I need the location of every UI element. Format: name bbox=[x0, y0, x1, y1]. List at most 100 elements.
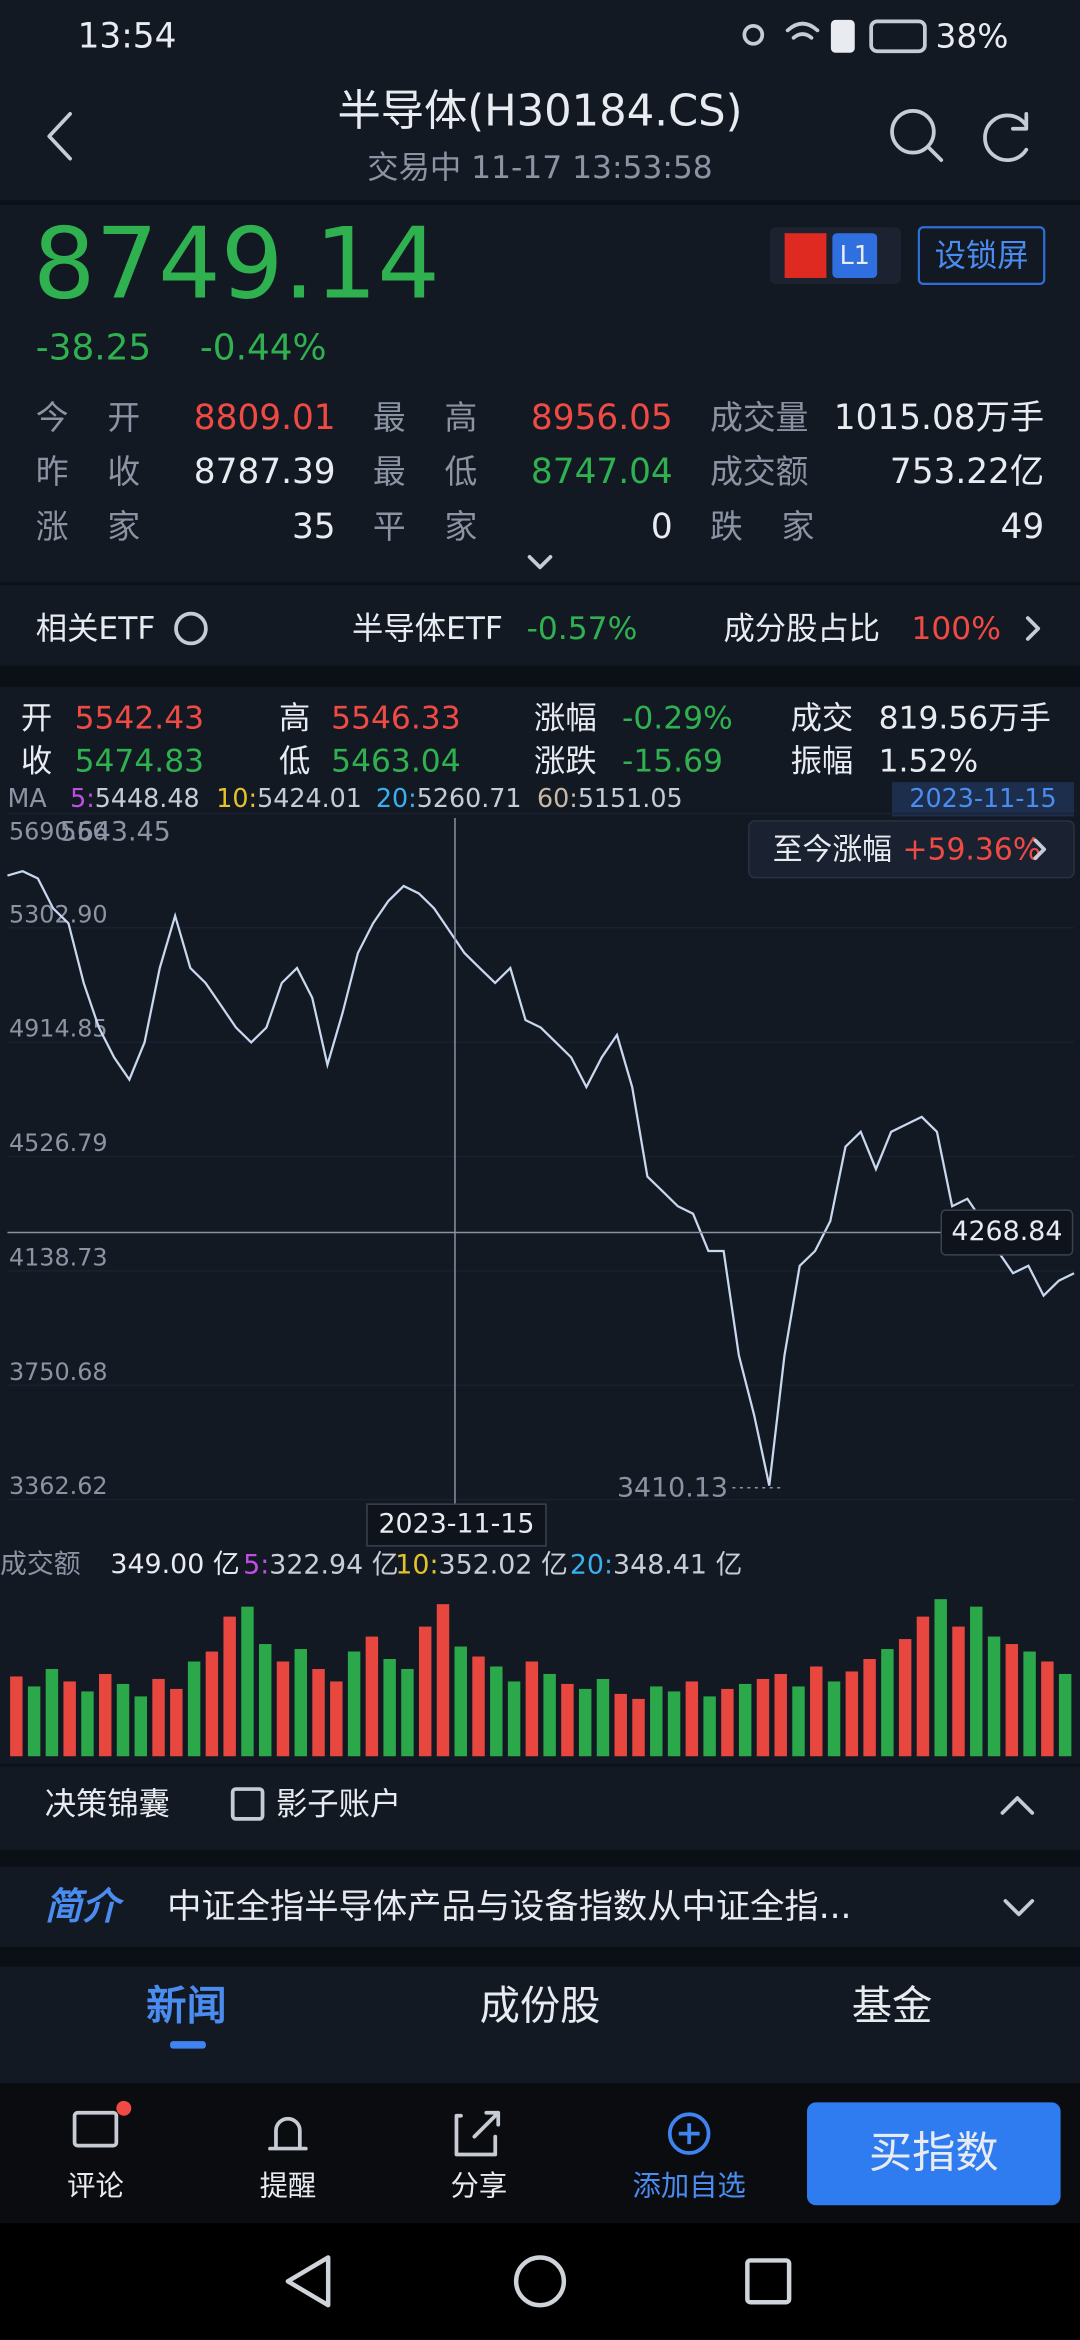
volume-ma-item: 10:352.02 亿 bbox=[395, 1549, 568, 1580]
ma-value: 352.02 亿 bbox=[439, 1549, 568, 1580]
volume-bar bbox=[330, 1681, 343, 1757]
tab[interactable]: 成份股 bbox=[480, 1983, 601, 2029]
volume-bar bbox=[383, 1659, 396, 1757]
since-label: 至今涨幅 bbox=[773, 832, 892, 867]
ma-period: 20: bbox=[376, 783, 417, 813]
chevron bbox=[1033, 838, 1047, 861]
stat-label: 成交量 bbox=[710, 399, 808, 437]
buy-button[interactable] bbox=[807, 2102, 1061, 2206]
nav-back[interactable] bbox=[285, 2255, 331, 2308]
volume-bar bbox=[1005, 1644, 1019, 1757]
volume-bar bbox=[845, 1671, 859, 1757]
buy-button-label: 买指数 bbox=[869, 2129, 999, 2179]
kline-value: 5546.33 bbox=[331, 701, 461, 737]
kline-label: 涨跌 bbox=[534, 744, 597, 780]
flag-icon bbox=[784, 233, 827, 278]
volume-bar bbox=[632, 1698, 645, 1757]
date-badge: 2023-11-15 bbox=[909, 783, 1056, 813]
min-label: 3410.13 bbox=[617, 1473, 728, 1504]
expand-button[interactable] bbox=[1003, 1899, 1035, 1917]
kline-value: 1.52% bbox=[879, 744, 978, 780]
divider bbox=[0, 1763, 1080, 1767]
volume-bar bbox=[99, 1673, 112, 1757]
volume-bar bbox=[454, 1646, 467, 1757]
volume-bar bbox=[970, 1606, 983, 1757]
add-icon bbox=[678, 2123, 700, 2145]
ma-value: 5151.05 bbox=[578, 783, 683, 813]
stat-label: 最高 bbox=[373, 399, 516, 437]
comment-icon bbox=[72, 2110, 119, 2148]
stat-value: 35 bbox=[292, 507, 336, 547]
ma-value: 322.94 亿 bbox=[269, 1549, 398, 1580]
stat-value: 753.22亿 bbox=[890, 452, 1044, 492]
section-gap bbox=[0, 1947, 1080, 1967]
search-button[interactable] bbox=[890, 109, 944, 162]
stat-label: 最低 bbox=[373, 453, 516, 491]
alert-button[interactable]: 提醒 bbox=[260, 2169, 317, 2202]
volume-bar bbox=[152, 1678, 165, 1757]
price-chart: 5690.565302.904914.854526.794138.733750.… bbox=[7, 812, 1075, 1501]
volume-bar bbox=[827, 1681, 841, 1757]
tab[interactable]: 新闻 bbox=[146, 1983, 227, 2029]
since-box[interactable] bbox=[748, 820, 1075, 879]
kline-label: 低 bbox=[279, 744, 310, 780]
comment-button[interactable]: 评论 bbox=[67, 2169, 124, 2202]
volume-bar bbox=[27, 1686, 41, 1757]
battery-level: 38% bbox=[935, 17, 1008, 55]
ma-item: 60:5151.05 bbox=[537, 783, 683, 813]
decision-tab[interactable]: 决策锦囊 bbox=[45, 1786, 170, 1822]
notify-dot bbox=[116, 2100, 132, 2116]
volume-bar bbox=[721, 1688, 734, 1757]
collapse-button[interactable] bbox=[1000, 1796, 1035, 1815]
volume-bar bbox=[276, 1661, 290, 1757]
volume-bar bbox=[347, 1651, 361, 1757]
lock-button[interactable] bbox=[917, 226, 1046, 286]
battery-icon bbox=[869, 19, 927, 54]
stat-value: 8747.04 bbox=[531, 452, 673, 492]
ma-item: 5:5448.48 bbox=[70, 783, 199, 813]
nav-recent[interactable] bbox=[745, 2258, 792, 2305]
ma-value: 5448.48 bbox=[95, 783, 200, 813]
ma-period: 5: bbox=[70, 783, 95, 813]
ma-value: 348.41 亿 bbox=[613, 1549, 742, 1580]
volume-bar bbox=[685, 1681, 699, 1757]
tab[interactable]: 基金 bbox=[852, 1983, 933, 2029]
since-value: +59.36% bbox=[902, 832, 1041, 867]
nav-home[interactable] bbox=[513, 2255, 567, 2308]
y-tick-label: 3362.62 bbox=[9, 1472, 108, 1500]
watchlist-button[interactable]: 添加自选 bbox=[633, 2169, 746, 2202]
stat-value: 8787.39 bbox=[194, 452, 336, 492]
volume-bar bbox=[10, 1676, 23, 1757]
date-badge-bg bbox=[892, 782, 1075, 817]
volume-bar bbox=[365, 1636, 379, 1757]
volume-bar bbox=[934, 1599, 947, 1757]
wifi-icon bbox=[785, 21, 820, 40]
back-button[interactable] bbox=[47, 112, 72, 161]
ma-period: 10: bbox=[216, 783, 257, 813]
ma-value: 5424.01 bbox=[257, 783, 362, 813]
divider bbox=[0, 582, 1080, 586]
volume-chart bbox=[10, 1599, 1072, 1757]
volume-bar bbox=[703, 1696, 716, 1757]
search-icon bbox=[925, 144, 944, 162]
kline-label: 开 bbox=[21, 701, 52, 737]
refresh-button[interactable] bbox=[983, 112, 1029, 162]
expand-icon[interactable] bbox=[527, 555, 553, 570]
share-button[interactable]: 分享 bbox=[451, 2169, 508, 2202]
stat-value: 49 bbox=[1001, 507, 1045, 547]
volume-bar bbox=[898, 1639, 912, 1757]
volume-label: 成交额 bbox=[0, 1549, 81, 1580]
y-tick-label: 5690.56 bbox=[9, 817, 108, 845]
etf-row[interactable]: 相关ETF 半导体ETF -0.57% 成分股占比 100% bbox=[36, 611, 1041, 647]
shadow-tab[interactable]: 影子账户 bbox=[276, 1786, 401, 1822]
volume-bar bbox=[650, 1686, 663, 1757]
nav-bar bbox=[0, 2223, 1080, 2340]
lock-button-label: 设锁屏 bbox=[935, 238, 1029, 274]
volume-bar bbox=[578, 1688, 592, 1757]
stat-label: 昨收 bbox=[36, 453, 179, 491]
crosshair-date-box bbox=[366, 1503, 547, 1547]
chevron bbox=[1025, 616, 1041, 641]
volume-bar bbox=[81, 1691, 94, 1757]
weight-value: 100% bbox=[911, 611, 1001, 647]
volume-bar bbox=[490, 1666, 503, 1757]
